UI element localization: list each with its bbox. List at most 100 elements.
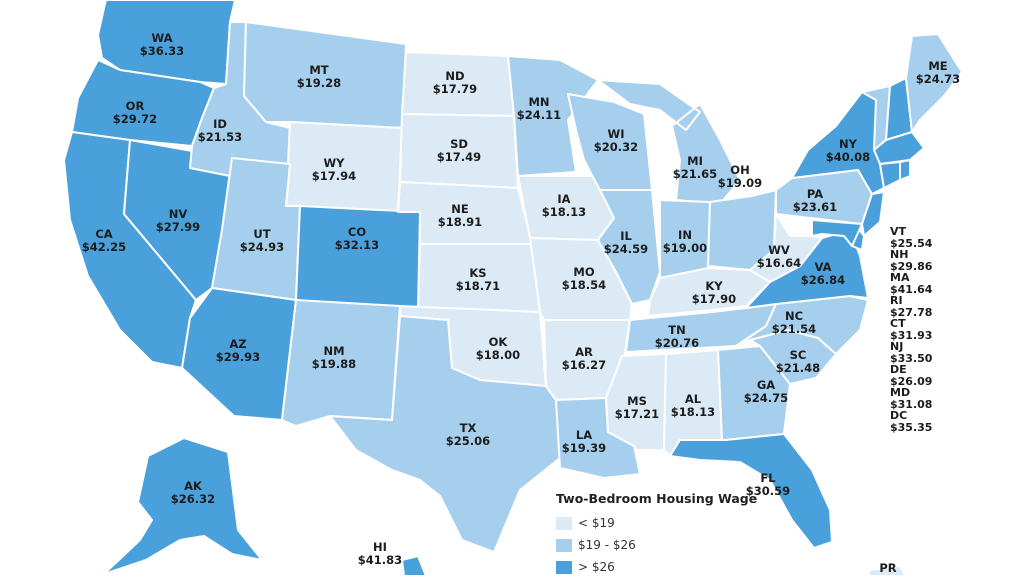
- state-nj[interactable]: [861, 191, 885, 237]
- state-wage-in: $19.00: [663, 241, 707, 255]
- state-label-mn: MN: [528, 95, 549, 109]
- state-wage-wa: $36.33: [140, 44, 184, 58]
- legend-item-low: < $19: [556, 516, 796, 530]
- callout-wage: $41.64: [890, 282, 933, 296]
- state-label-ut: UT: [253, 227, 270, 241]
- state-wage-ms: $17.21: [615, 407, 659, 421]
- state-label-sc: SC: [790, 348, 807, 362]
- state-label-ar: AR: [575, 345, 593, 359]
- state-wage-or: $29.72: [113, 112, 157, 126]
- state-wage-pr: $10.36: [866, 574, 910, 576]
- state-wage-tx: $25.06: [446, 434, 490, 448]
- callout-wage: $31.93: [890, 328, 933, 342]
- state-wage-hi: $41.83: [358, 553, 402, 567]
- state-label-wa: WA: [151, 31, 172, 45]
- state-il[interactable]: [597, 189, 661, 305]
- state-wage-ar: $16.27: [562, 358, 606, 372]
- callout-abbr: CT: [890, 317, 906, 330]
- state-wage-wi: $20.32: [594, 140, 638, 154]
- northeast-callout-list: VT $25.54 NH $29.86 MA $41.64 RI $27.78 CT $31.93…: [890, 226, 932, 433]
- state-label-nc: NC: [785, 309, 803, 323]
- state-label-tx: TX: [460, 421, 477, 435]
- legend-item-high: > $26: [556, 560, 796, 574]
- state-wage-pa: $23.61: [793, 200, 837, 214]
- state-label-pa: PA: [807, 187, 823, 201]
- state-label-ga: GA: [757, 378, 775, 392]
- state-label-nm: NM: [323, 344, 344, 358]
- state-label-in: IN: [678, 228, 692, 242]
- state-label-ak: AK: [184, 479, 203, 493]
- state-label-oh: OH: [730, 163, 749, 177]
- state-wage-ks: $18.71: [456, 279, 500, 293]
- callout-vt: VT $25.54: [890, 226, 932, 249]
- callout-abbr: RI: [890, 294, 903, 307]
- state-wage-co: $32.13: [335, 238, 379, 252]
- state-label-ca: CA: [95, 227, 112, 241]
- state-label-la: LA: [576, 428, 592, 442]
- state-wage-sc: $21.48: [776, 361, 820, 375]
- state-wage-az: $29.93: [216, 350, 260, 364]
- state-label-va: VA: [814, 260, 831, 274]
- legend-items: < $19 $19 - $26 > $26: [556, 516, 796, 574]
- state-label-sd: SD: [450, 137, 468, 151]
- state-md[interactable]: [811, 219, 863, 247]
- callout-abbr: MA: [890, 271, 910, 284]
- callout-wage: $35.35: [890, 420, 933, 434]
- legend-label: $19 - $26: [578, 538, 636, 552]
- state-wage-ok: $18.00: [476, 348, 520, 362]
- state-wage-nv: $27.99: [156, 220, 200, 234]
- state-label-ok: OK: [489, 335, 509, 349]
- state-tx[interactable]: [329, 315, 561, 553]
- callout-abbr: VT: [890, 225, 907, 238]
- state-mi[interactable]: [597, 79, 741, 205]
- state-label-or: OR: [126, 99, 145, 113]
- state-label-wi: WI: [608, 127, 625, 141]
- callout-ri: RI $27.78: [890, 295, 932, 318]
- legend-swatch: [556, 516, 572, 530]
- state-wage-oh: $19.09: [718, 176, 762, 190]
- state-co[interactable]: [295, 205, 421, 313]
- state-hi[interactable]: [401, 555, 427, 576]
- callout-wage: $27.78: [890, 305, 933, 319]
- state-wage-il: $24.59: [604, 242, 648, 256]
- state-ak[interactable]: [103, 437, 263, 575]
- callout-dc: DC $35.35: [890, 410, 932, 433]
- callout-abbr: NJ: [890, 340, 904, 353]
- state-label-ks: KS: [469, 266, 486, 280]
- state-wage-me: $24.73: [916, 72, 960, 86]
- state-label-tn: TN: [668, 323, 685, 337]
- legend-label: < $19: [578, 516, 615, 530]
- callout-wage: $26.09: [890, 374, 933, 388]
- state-label-ne: NE: [451, 202, 469, 216]
- state-label-nd: ND: [445, 69, 464, 83]
- state-label-ny: NY: [839, 137, 858, 151]
- legend-swatch: [556, 560, 572, 574]
- state-label-wy: WY: [323, 156, 345, 170]
- state-pr[interactable]: [867, 565, 907, 576]
- state-pa[interactable]: [775, 169, 873, 225]
- callout-ct: CT $31.93: [890, 318, 932, 341]
- state-me[interactable]: [905, 33, 963, 133]
- callout-wage: $33.50: [890, 351, 933, 365]
- state-ri[interactable]: [899, 159, 911, 181]
- state-fl[interactable]: [669, 433, 833, 549]
- callout-de: DE $26.09: [890, 364, 932, 387]
- legend-swatch: [556, 538, 572, 552]
- state-nc[interactable]: [735, 295, 869, 355]
- state-label-nv: NV: [169, 207, 188, 221]
- callout-wage: $25.54: [890, 236, 933, 250]
- state-label-az: AZ: [229, 337, 246, 351]
- state-wage-ia: $18.13: [542, 205, 586, 219]
- state-wage-nm: $19.88: [312, 357, 356, 371]
- callout-ma: MA $41.64: [890, 272, 932, 295]
- callout-md: MD $31.08: [890, 387, 932, 410]
- legend-label: > $26: [578, 560, 615, 574]
- state-ct[interactable]: [879, 161, 901, 189]
- callout-nh: NH $29.86: [890, 249, 932, 272]
- state-label-al: AL: [685, 392, 702, 406]
- state-label-mi: MI: [687, 154, 703, 168]
- state-mn[interactable]: [507, 55, 599, 177]
- state-wage-id: $21.53: [198, 130, 242, 144]
